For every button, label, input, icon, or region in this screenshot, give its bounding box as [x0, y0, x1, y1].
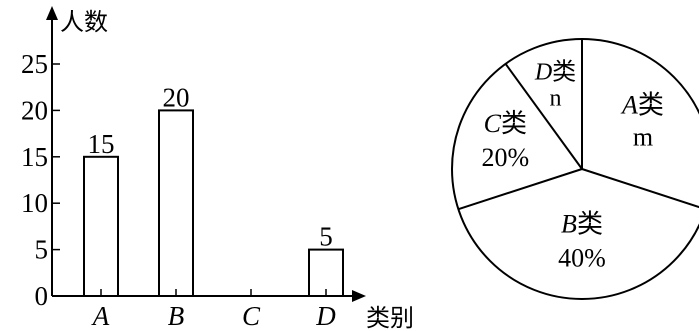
pie-value-c: 20% [482, 143, 530, 172]
x-axis-title: 类别 [366, 305, 414, 331]
data-label-a: 15 [88, 129, 115, 159]
bar-category-d: 5 D [308, 222, 344, 331]
pie-divider [458, 168, 583, 211]
pie-slice-b: B类 40% [558, 209, 606, 272]
bar-category-b: 20 B [158, 82, 194, 331]
svg-text:A类: A类 [620, 91, 664, 120]
pie-suffix-b: 类 [577, 209, 603, 238]
bar-d [308, 248, 344, 298]
pie-divider [504, 63, 583, 170]
x-tick-label-d: D [315, 301, 336, 331]
y-tick: 0 [35, 281, 60, 311]
svg-text:B类: B类 [561, 209, 603, 238]
pie-slice-c: C类 20% [482, 109, 530, 172]
pie-category-d: D [534, 59, 552, 85]
y-tick-label: 25 [21, 49, 48, 79]
pie-value-b: 40% [558, 243, 606, 272]
bar-categories: 15 A 20 B C 5 D [83, 82, 344, 331]
bar-category-a: 15 A [83, 129, 119, 331]
bar-chart: 人数 类别 0 5 10 15 20 25 15 A 20 B [21, 6, 414, 331]
y-tick-label: 10 [21, 188, 48, 218]
pie-divider [581, 168, 699, 209]
pie-category-b: B [561, 209, 577, 238]
x-tick-label-a: A [91, 301, 110, 331]
pie-value-d: n [549, 85, 561, 111]
pie-slice-a: A类 m [620, 91, 664, 152]
pie-suffix-c: 类 [501, 109, 527, 138]
pie-chart: A类 m B类 40% C类 20% D类 n [451, 38, 699, 300]
bar-b [158, 109, 194, 298]
x-axis-arrow [352, 290, 366, 302]
svg-text:D类: D类 [534, 58, 576, 85]
y-tick: 15 [21, 142, 60, 172]
svg-text:C类: C类 [484, 109, 527, 138]
y-tick-label: 5 [35, 235, 49, 265]
pie-suffix-a: 类 [638, 91, 664, 120]
y-tick: 20 [21, 95, 60, 125]
data-label-d: 5 [319, 222, 333, 252]
y-tick-label: 0 [35, 281, 49, 311]
bar-category-c: C [242, 289, 261, 331]
y-tick: 10 [21, 188, 60, 218]
y-axis-title: 人数 [60, 9, 108, 36]
pie-category-c: C [484, 109, 502, 138]
pie-dividers [458, 39, 699, 211]
y-ticks: 0 5 10 15 20 25 [21, 49, 60, 311]
pie-category-a: A [620, 91, 638, 120]
pie-value-a: m [633, 123, 653, 152]
y-tick-label: 15 [21, 142, 48, 172]
pie-suffix-d: 类 [552, 58, 576, 85]
x-tick-label-b: B [168, 301, 185, 331]
y-axis-arrow [46, 6, 58, 20]
bar-a [83, 155, 119, 297]
y-tick-label: 20 [21, 95, 48, 125]
pie-slice-d: D类 n [534, 58, 576, 111]
x-tick-label-c: C [242, 301, 261, 331]
data-label-b: 20 [163, 82, 190, 112]
y-tick: 25 [21, 49, 60, 79]
y-tick: 5 [35, 235, 60, 265]
